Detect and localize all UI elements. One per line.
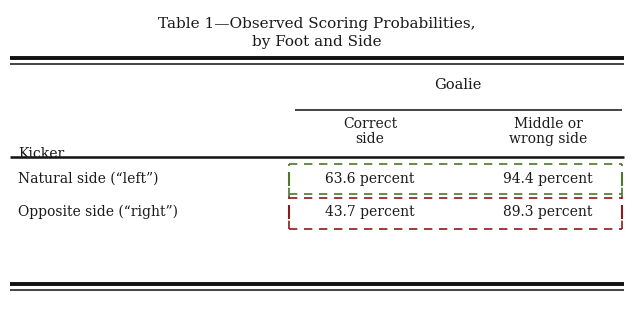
- Text: Correct: Correct: [343, 117, 397, 131]
- Text: Kicker: Kicker: [18, 147, 64, 161]
- Text: side: side: [356, 132, 384, 146]
- Text: by Foot and Side: by Foot and Side: [252, 35, 382, 49]
- Text: 94.4 percent: 94.4 percent: [503, 172, 593, 186]
- Text: Middle or: Middle or: [514, 117, 583, 131]
- Text: Opposite side (“right”): Opposite side (“right”): [18, 205, 178, 219]
- Text: 89.3 percent: 89.3 percent: [503, 205, 593, 219]
- Text: Table 1—Observed Scoring Probabilities,: Table 1—Observed Scoring Probabilities,: [158, 17, 476, 31]
- Text: Goalie: Goalie: [434, 78, 482, 92]
- Text: wrong side: wrong side: [509, 132, 587, 146]
- Text: 63.6 percent: 63.6 percent: [325, 172, 415, 186]
- Text: Natural side (“left”): Natural side (“left”): [18, 172, 158, 186]
- Text: 43.7 percent: 43.7 percent: [325, 205, 415, 219]
